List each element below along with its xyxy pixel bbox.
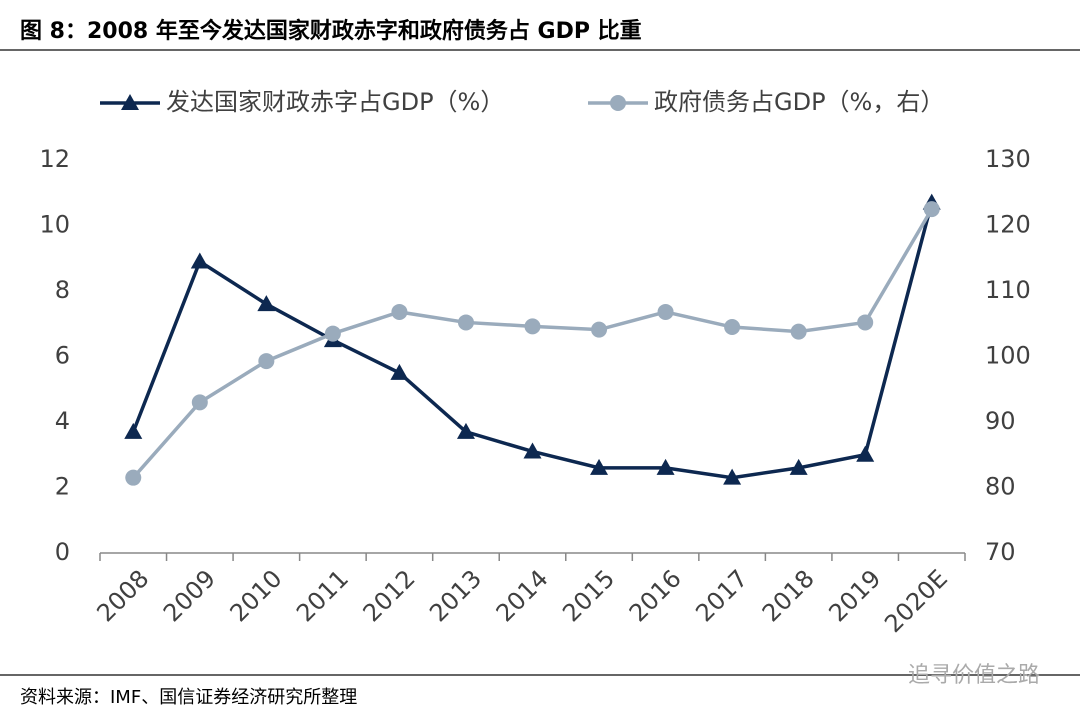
data-point [656, 458, 675, 475]
y-tick-label: 2 [55, 473, 70, 501]
series-line [131, 208, 934, 479]
x-tick-label: 2016 [624, 564, 687, 627]
watermark: 追寻价值之路 [908, 663, 1040, 688]
data-point [391, 303, 408, 320]
data-point [923, 201, 940, 218]
legend-label: 发达国家财政赤字占GDP（%） [166, 88, 504, 116]
x-tick-label: 2012 [358, 564, 421, 627]
x-tick-label: 2009 [158, 564, 221, 627]
data-point [191, 394, 208, 411]
y-tick-label: 8 [55, 276, 70, 304]
data-point [790, 323, 807, 340]
data-point [190, 252, 209, 269]
data-point [258, 353, 275, 370]
chart-title: 图 8：2008 年至今发达国家财政赤字和政府债务占 GDP 比重 [20, 18, 642, 44]
y2-tick-label: 100 [985, 342, 1031, 370]
y2-tick-label: 70 [985, 538, 1016, 566]
y2-tick-label: 120 [985, 211, 1031, 239]
data-point [657, 303, 674, 320]
y2-tick-label: 90 [985, 407, 1016, 435]
data-point [257, 295, 276, 312]
x-tick-label: 2014 [491, 564, 554, 627]
x-tick-label: 2017 [690, 564, 753, 627]
y2-tick-label: 80 [985, 473, 1016, 501]
x-tick-label: 2008 [91, 564, 154, 627]
y-tick-label: 10 [39, 211, 70, 239]
source-note: 资料来源：IMF、国信证券经济研究所整理 [20, 687, 357, 708]
series-line [131, 202, 934, 480]
x-tick-label: 2018 [757, 564, 820, 627]
data-point [457, 314, 474, 331]
data-point [591, 321, 608, 338]
data-point [724, 319, 741, 336]
data-point [856, 445, 875, 462]
legend-marker [121, 94, 139, 110]
data-point [324, 325, 341, 342]
data-point [390, 363, 409, 380]
x-tick-label: 2020E [879, 564, 953, 638]
x-tick-label: 2010 [225, 564, 288, 627]
y2-tick-label: 110 [985, 276, 1031, 304]
data-point [456, 422, 475, 439]
x-tick-label: 2011 [291, 564, 354, 627]
data-point [789, 458, 808, 475]
data-point [857, 314, 874, 331]
data-point [590, 458, 609, 475]
x-tick-label: 2015 [557, 564, 620, 627]
data-point [523, 442, 542, 459]
legend-marker [610, 95, 626, 111]
y-tick-label: 12 [39, 145, 70, 173]
legend-label: 政府债务占GDP（%，右） [654, 88, 944, 116]
x-tick-label: 2019 [823, 564, 886, 627]
data-point [124, 422, 143, 439]
data-point [524, 318, 541, 335]
y-tick-label: 0 [55, 538, 70, 566]
y-tick-label: 6 [55, 342, 70, 370]
y-tick-label: 4 [55, 407, 70, 435]
x-tick-label: 2013 [424, 564, 487, 627]
data-point [125, 469, 142, 486]
data-point [723, 468, 742, 485]
y2-tick-label: 130 [985, 145, 1031, 173]
